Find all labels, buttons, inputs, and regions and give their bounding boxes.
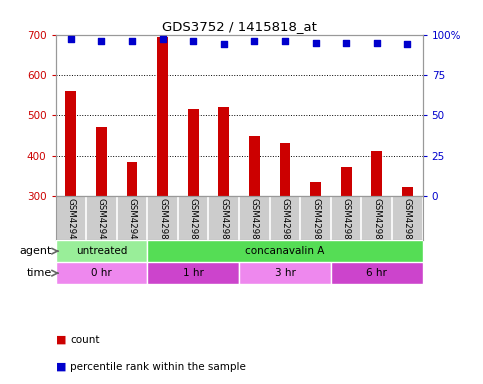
Text: GSM429428: GSM429428 — [97, 198, 106, 251]
Bar — [188, 109, 199, 196]
Bar — [239, 262, 331, 284]
Bar — [249, 136, 260, 196]
Text: GSM429858: GSM429858 — [219, 198, 228, 251]
Bar — [341, 167, 352, 196]
Text: 3 hr: 3 hr — [274, 268, 296, 278]
Text: GSM429863: GSM429863 — [372, 198, 381, 251]
Text: concanavalin A: concanavalin A — [245, 246, 325, 256]
Text: 0 hr: 0 hr — [91, 268, 112, 278]
Bar — [96, 127, 107, 196]
Text: percentile rank within the sample: percentile rank within the sample — [70, 362, 246, 372]
Bar — [371, 151, 382, 196]
Text: GSM429430: GSM429430 — [128, 198, 137, 251]
Point — [342, 40, 350, 46]
Point — [159, 36, 167, 43]
Text: GSM429862: GSM429862 — [311, 198, 320, 251]
Bar — [402, 187, 412, 196]
Bar — [56, 262, 147, 284]
Text: GSM429856: GSM429856 — [158, 198, 167, 251]
Bar — [147, 262, 239, 284]
Text: GSM429859: GSM429859 — [250, 198, 259, 251]
Point — [98, 38, 105, 44]
Point — [189, 38, 197, 44]
Text: ■: ■ — [56, 335, 66, 345]
Point — [128, 38, 136, 44]
Title: GDS3752 / 1415818_at: GDS3752 / 1415818_at — [162, 20, 316, 33]
Text: agent: agent — [19, 246, 52, 256]
Bar — [218, 107, 229, 196]
Point — [220, 41, 227, 47]
Point — [403, 41, 411, 47]
Text: GSM429426: GSM429426 — [66, 198, 75, 251]
Point — [251, 38, 258, 44]
Point — [373, 40, 381, 46]
Text: ■: ■ — [56, 362, 66, 372]
Bar — [331, 262, 423, 284]
Text: GSM429864: GSM429864 — [403, 198, 412, 251]
Bar — [127, 162, 137, 196]
Text: GSM429857: GSM429857 — [189, 198, 198, 251]
Bar — [66, 91, 76, 196]
Point — [312, 40, 319, 46]
Text: GSM429861: GSM429861 — [341, 198, 351, 251]
Bar — [147, 240, 423, 262]
Text: untreated: untreated — [76, 246, 127, 256]
Bar — [56, 240, 147, 262]
Point — [67, 36, 75, 43]
Text: count: count — [70, 335, 99, 345]
Text: 1 hr: 1 hr — [183, 268, 204, 278]
Point — [281, 38, 289, 44]
Bar — [280, 143, 290, 196]
Text: 6 hr: 6 hr — [366, 268, 387, 278]
Bar — [157, 37, 168, 196]
Bar — [310, 182, 321, 196]
Text: GSM429860: GSM429860 — [281, 198, 289, 251]
Text: time: time — [27, 268, 52, 278]
